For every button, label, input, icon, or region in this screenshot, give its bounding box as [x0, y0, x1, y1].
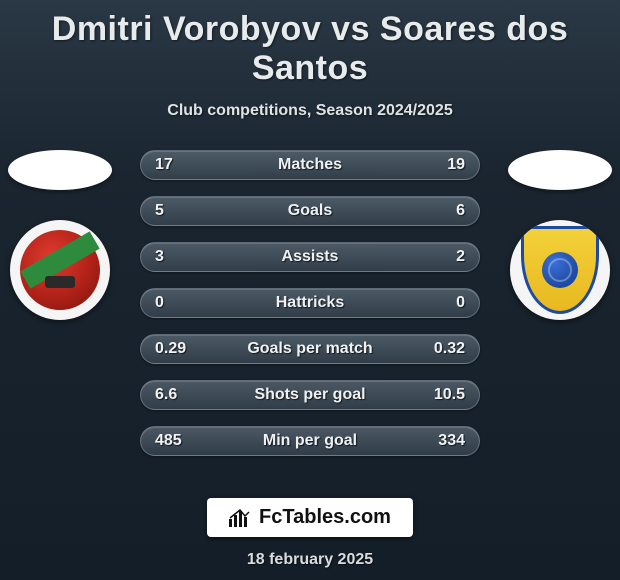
rostov-crest-icon [521, 226, 599, 314]
snapshot-date: 18 february 2025 [0, 551, 620, 569]
stat-left-value: 5 [155, 202, 164, 220]
page-title: Dmitri Vorobyov vs Soares dos Santos [0, 0, 620, 88]
left-player-column [0, 150, 120, 320]
stat-row: 6.6Shots per goal10.5 [140, 380, 480, 410]
stat-row: 0Hattricks0 [140, 288, 480, 318]
stat-label: Goals [141, 202, 479, 220]
stat-label: Assists [141, 248, 479, 266]
left-country-flag [8, 150, 112, 190]
stat-right-value: 334 [438, 432, 465, 450]
stat-label: Goals per match [141, 340, 479, 358]
stat-right-value: 10.5 [434, 386, 465, 404]
stat-right-value: 6 [456, 202, 465, 220]
stat-right-value: 2 [456, 248, 465, 266]
site-attribution-badge: FcTables.com [207, 498, 413, 537]
stat-right-value: 0.32 [434, 340, 465, 358]
left-club-badge [10, 220, 110, 320]
comparison-panel: 17Matches19 5Goals6 3Assists2 0Hattricks0 0.… [0, 150, 620, 490]
stat-right-value: 0 [456, 294, 465, 312]
stat-right-value: 19 [447, 156, 465, 174]
stat-left-value: 0.29 [155, 340, 186, 358]
stat-left-value: 0 [155, 294, 164, 312]
site-attribution-label: FcTables.com [259, 506, 391, 529]
stat-label: Shots per goal [141, 386, 479, 404]
stat-row: 5Goals6 [140, 196, 480, 226]
footer: FcTables.com [0, 498, 620, 537]
right-club-badge [510, 220, 610, 320]
lokomotiv-crest-icon [20, 230, 100, 310]
stat-left-value: 3 [155, 248, 164, 266]
stat-label: Hattricks [141, 294, 479, 312]
stat-row: 17Matches19 [140, 150, 480, 180]
stat-row: 485Min per goal334 [140, 426, 480, 456]
stat-left-value: 6.6 [155, 386, 177, 404]
right-player-column [500, 150, 620, 320]
bar-chart-icon [229, 509, 251, 527]
stat-label: Matches [141, 156, 479, 174]
page-subtitle: Club competitions, Season 2024/2025 [0, 102, 620, 120]
stats-list: 17Matches19 5Goals6 3Assists2 0Hattricks0 0.… [140, 150, 480, 472]
stat-left-value: 17 [155, 156, 173, 174]
stat-label: Min per goal [141, 432, 479, 450]
right-country-flag [508, 150, 612, 190]
stat-row: 3Assists2 [140, 242, 480, 272]
stat-left-value: 485 [155, 432, 182, 450]
stat-row: 0.29Goals per match0.32 [140, 334, 480, 364]
